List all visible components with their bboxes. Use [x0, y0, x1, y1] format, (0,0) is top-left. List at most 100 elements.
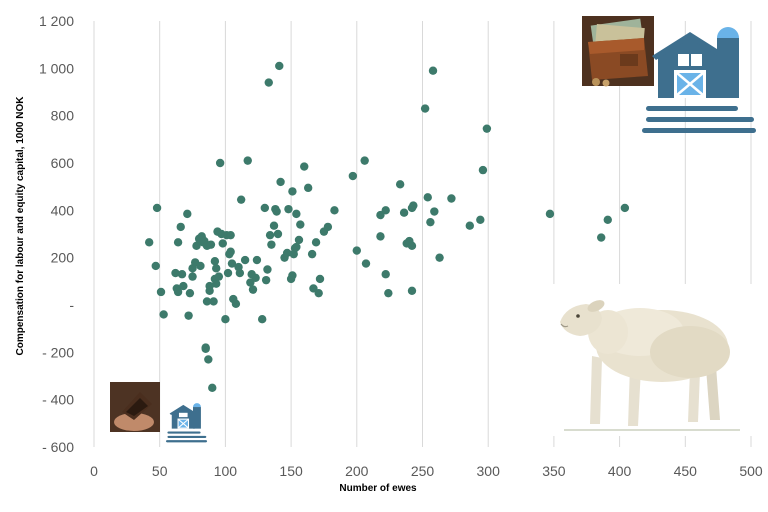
data-point: [399, 208, 409, 217]
x-tick-labels: 0 50 100 150 200 250 300 350 400 450 500: [90, 463, 763, 479]
data-point: [409, 201, 418, 210]
data-point: [144, 238, 154, 247]
data-point: [284, 204, 293, 214]
data-point: [264, 78, 273, 87]
data-point: [231, 299, 241, 309]
x-tick-label: 300: [477, 463, 501, 479]
data-point: [603, 215, 612, 224]
wallet-banknotes-photo: [582, 16, 654, 87]
data-point: [260, 203, 270, 213]
data-point: [171, 268, 180, 278]
empty-wallet-photo: [110, 382, 160, 432]
data-point: [294, 235, 304, 245]
data-point: [159, 310, 168, 319]
data-point: [196, 261, 205, 271]
data-point: [252, 255, 262, 265]
x-tick-label: 350: [542, 463, 566, 479]
data-point: [265, 230, 275, 240]
x-tick-label: 450: [674, 463, 698, 479]
data-point: [192, 241, 201, 251]
data-point: [426, 217, 435, 227]
data-point: [173, 287, 183, 297]
y-tick-label: 1 000: [39, 60, 74, 76]
data-point: [261, 275, 271, 285]
data-point: [315, 274, 325, 284]
data-point: [545, 209, 555, 219]
y-tick-label: 400: [51, 202, 75, 218]
data-point: [267, 240, 276, 249]
x-tick-label: 100: [214, 463, 238, 479]
data-point: [212, 279, 221, 288]
data-point: [227, 259, 237, 268]
data-point: [188, 272, 197, 281]
data-point: [361, 259, 371, 268]
data-point: [206, 240, 216, 249]
data-point: [423, 193, 432, 202]
x-axis-title: Number of ewes: [339, 483, 417, 494]
data-point: [226, 247, 235, 256]
data-point: [156, 287, 166, 297]
data-point: [465, 221, 475, 230]
data-point: [311, 238, 321, 247]
x-tick-label: 200: [345, 463, 369, 479]
y-tick-label: 600: [51, 155, 75, 171]
data-point: [478, 165, 488, 175]
data-point: [251, 273, 260, 282]
data-point: [376, 232, 385, 241]
data-point: [214, 272, 224, 281]
data-point: [236, 195, 246, 204]
data-point: [210, 257, 220, 266]
data-point: [235, 268, 245, 278]
data-point: [202, 297, 212, 306]
x-tick-label: 0: [90, 463, 98, 479]
data-point: [269, 221, 279, 230]
data-point: [209, 297, 218, 306]
x-tick-label: 250: [411, 463, 435, 479]
data-point: [272, 207, 281, 216]
data-point: [184, 311, 193, 320]
data-point: [428, 66, 438, 75]
data-point: [243, 156, 252, 165]
y-tick-labels: - 600 - 400 - 200 - 200 400 600 800 1 000 1 200: [39, 13, 74, 455]
data-point: [395, 180, 405, 189]
data-point: [323, 222, 333, 232]
x-tick-label: 400: [608, 463, 632, 479]
data-point: [296, 220, 305, 229]
data-point: [407, 286, 417, 295]
data-point: [407, 241, 417, 251]
data-point: [151, 261, 160, 271]
data-point: [292, 209, 301, 219]
farm-barn-icon: [642, 27, 756, 133]
data-point: [226, 230, 235, 240]
y-tick-label: - 400: [42, 392, 74, 408]
small-farm-barn-icon: [166, 403, 208, 443]
y-tick-label: 800: [51, 108, 75, 124]
data-point: [360, 156, 369, 165]
data-points: [144, 61, 630, 393]
data-point: [173, 238, 183, 247]
data-point: [314, 288, 323, 298]
y-tick-label: 1 200: [39, 13, 74, 29]
data-point: [152, 203, 162, 213]
data-point: [597, 233, 606, 242]
data-point: [240, 255, 250, 265]
y-axis-title: Compensation for labour and equity capit…: [15, 96, 26, 356]
y-tick-label: - 200: [42, 344, 74, 360]
data-point: [275, 61, 284, 71]
y-tick-label: -: [69, 297, 74, 313]
data-point: [218, 239, 227, 248]
data-point: [420, 104, 430, 113]
data-point: [476, 215, 485, 224]
data-point: [204, 355, 213, 364]
data-point: [257, 315, 267, 324]
data-point: [292, 242, 301, 252]
data-point: [208, 383, 217, 393]
data-point: [303, 183, 313, 193]
sheep-illustration: [552, 284, 752, 436]
data-point: [282, 248, 292, 258]
x-tick-label: 50: [152, 463, 168, 479]
data-point: [183, 209, 192, 219]
data-point: [381, 206, 390, 215]
data-point: [248, 285, 258, 294]
